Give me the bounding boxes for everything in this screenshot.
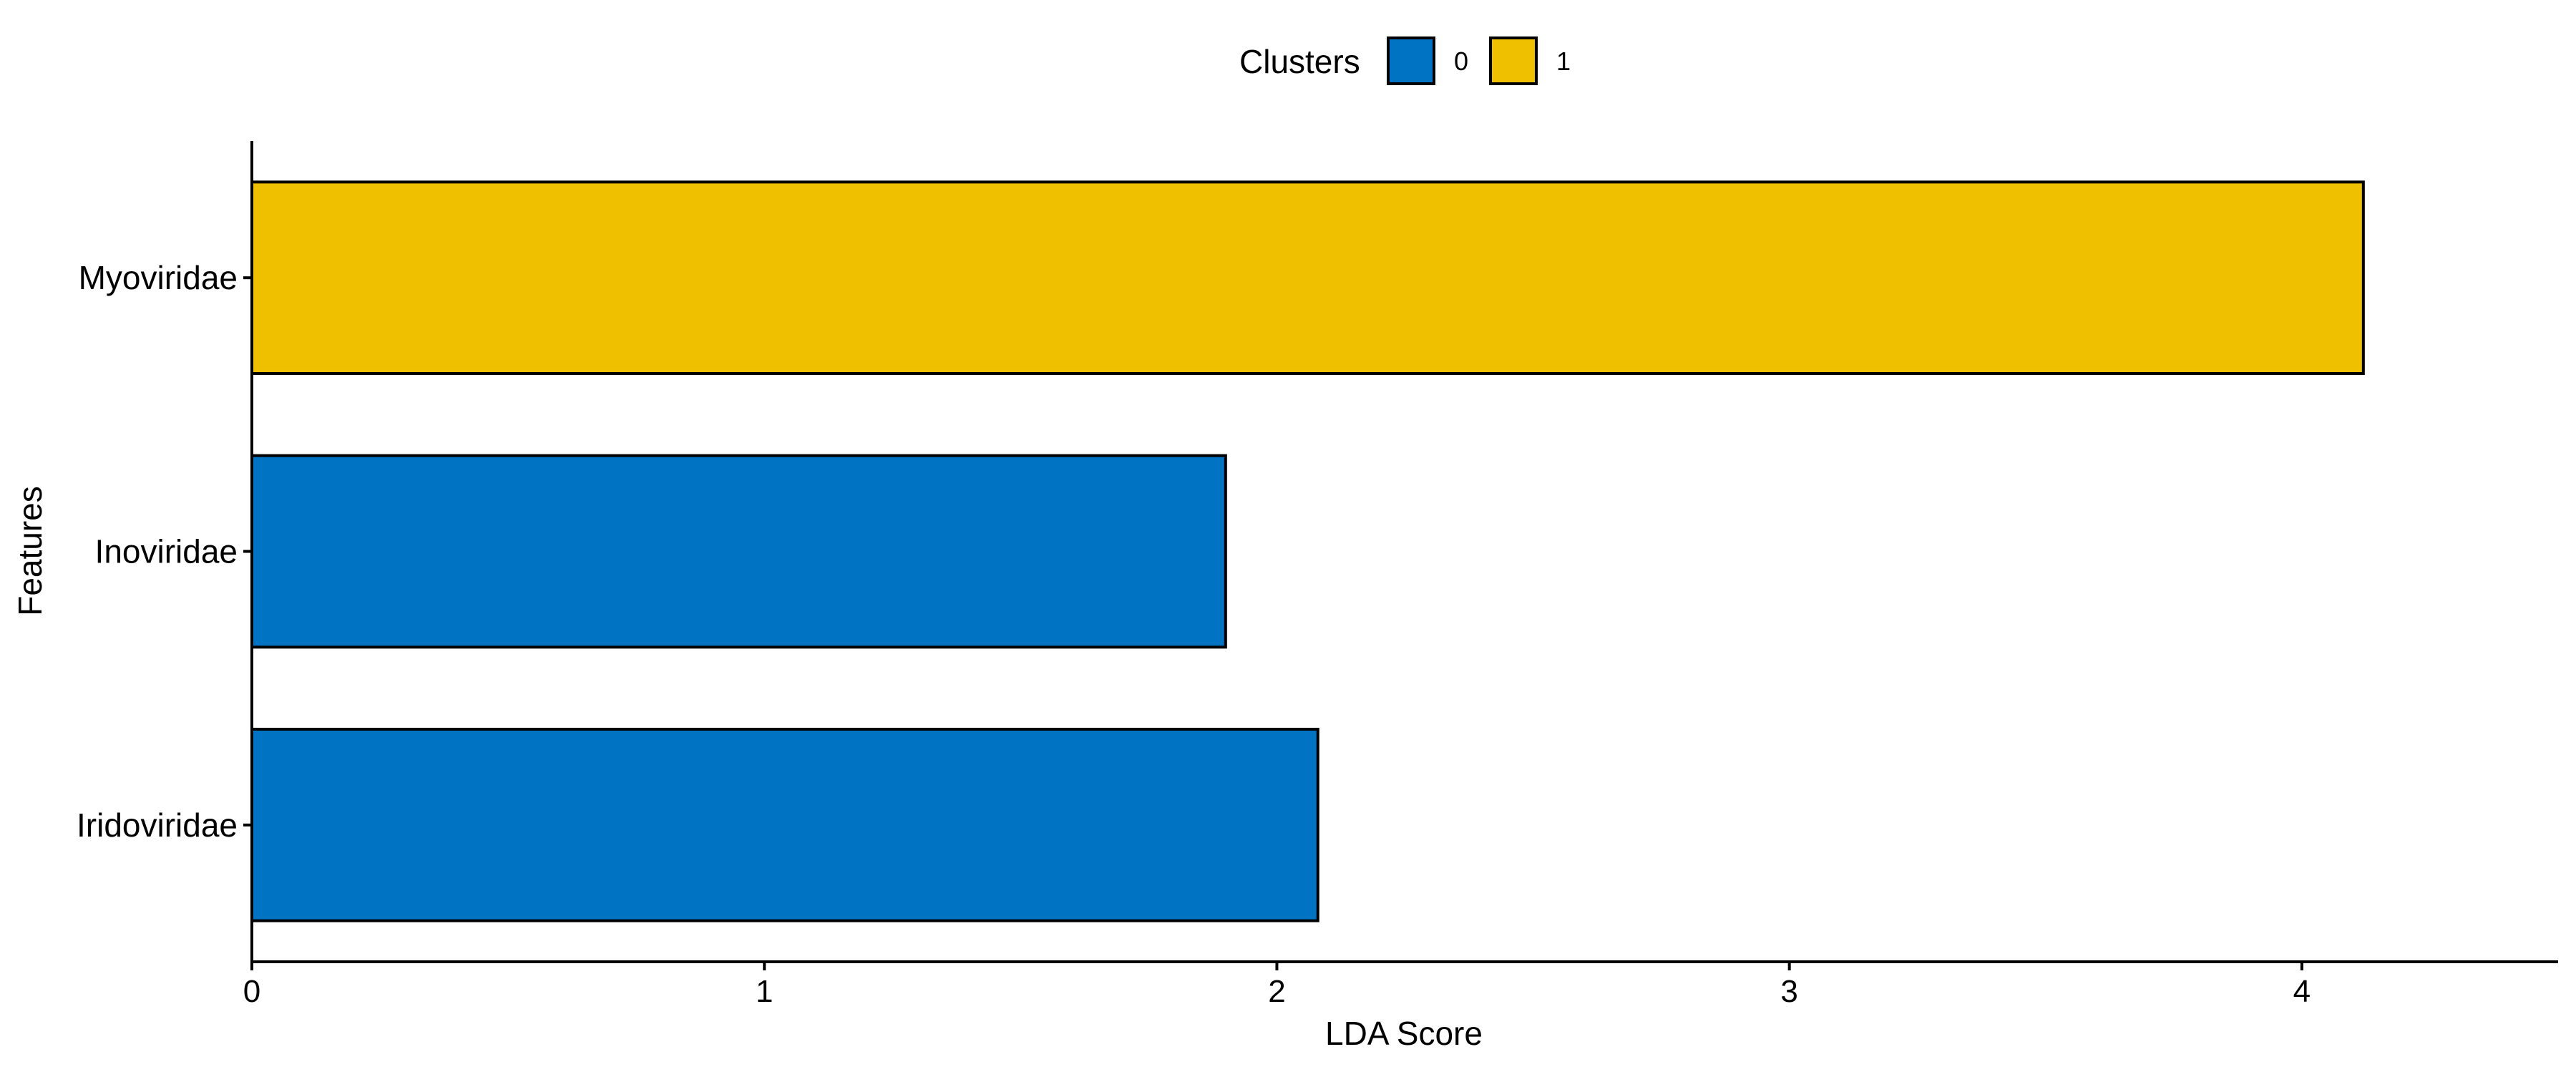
legend-label-1: 1 bbox=[1556, 47, 1571, 76]
x-axis-title: LDA Score bbox=[1325, 1015, 1483, 1052]
legend-title: Clusters bbox=[1239, 43, 1360, 80]
bar-iridoviridae bbox=[250, 728, 1319, 922]
x-tick-label: 3 bbox=[1780, 974, 1797, 1009]
y-tick-label: Inoviridae bbox=[95, 533, 238, 570]
legend: Clusters 0 1 bbox=[1239, 36, 1571, 85]
x-tick-label: 2 bbox=[1268, 974, 1285, 1009]
axes: Myoviridae Inoviridae Iridoviridae 0 1 2 3 4 bbox=[77, 141, 2558, 1009]
bar-inoviridae bbox=[250, 454, 1227, 649]
y-tick-label: Myoviridae bbox=[79, 259, 238, 296]
x-tick-label: 4 bbox=[2293, 974, 2311, 1009]
x-tick-label: 1 bbox=[756, 974, 773, 1009]
x-tick-label: 0 bbox=[243, 974, 260, 1009]
bar-myoviridae bbox=[250, 180, 2365, 375]
bars bbox=[250, 180, 2365, 922]
y-tick-label: Iridoviridae bbox=[77, 806, 238, 844]
y-axis-title: Features bbox=[11, 486, 49, 616]
legend-label-0: 0 bbox=[1454, 47, 1468, 76]
legend-key-0 bbox=[1387, 36, 1435, 85]
legend-key-1 bbox=[1489, 36, 1538, 85]
